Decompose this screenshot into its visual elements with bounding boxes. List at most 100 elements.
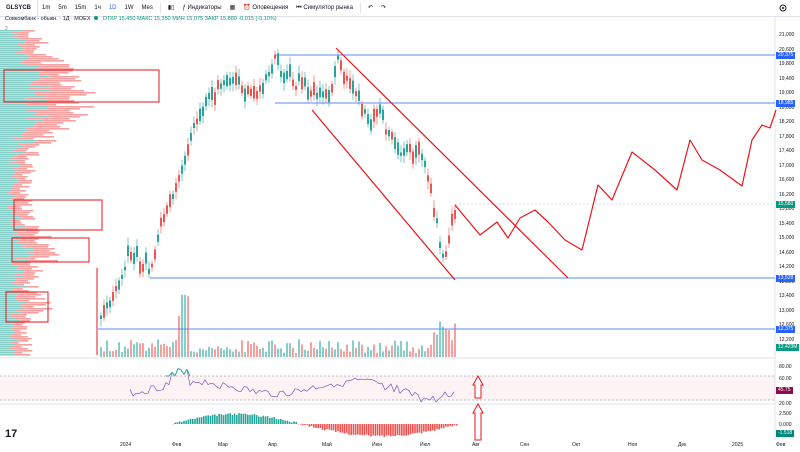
volume-bar (169, 347, 171, 357)
volume-bar (190, 351, 192, 357)
time-axis-tick: Фев (776, 442, 786, 448)
volume-profile-bar-down (33, 126, 61, 128)
volume-profile-bar-up (0, 252, 27, 254)
candle-body (322, 91, 324, 98)
candle-body (142, 264, 144, 272)
volume-bar (220, 348, 222, 357)
candle-body (160, 217, 162, 227)
volume-bar (280, 348, 282, 357)
candle-body (238, 76, 240, 85)
volume-bar (151, 343, 153, 357)
redo-icon[interactable]: ↷ (380, 5, 386, 11)
volume-bar (355, 348, 357, 357)
volume-profile-bar-up (0, 132, 24, 134)
interval-1m[interactable]: 1m (42, 5, 51, 11)
volume-profile-bar-down (45, 70, 73, 72)
volume-profile-bar-down (34, 92, 96, 94)
macd-histogram-bar (330, 424, 333, 431)
volume-bar (331, 347, 333, 357)
macd-histogram-bar (440, 424, 443, 429)
volume-bar (427, 347, 429, 357)
interval-month[interactable]: Mes (141, 5, 153, 11)
candle-body (349, 78, 351, 89)
interval-15m[interactable]: 15m (74, 5, 87, 11)
settings-gear-icon[interactable] (778, 3, 788, 13)
volume-bar (388, 350, 390, 357)
volume-bar (223, 349, 225, 357)
volume-profile-bar-down (11, 32, 29, 34)
undo-icon[interactable]: ↶ (367, 5, 373, 11)
interval-1h[interactable]: 1ч (94, 5, 101, 11)
candle-body (316, 92, 318, 100)
macd-histogram-bar (434, 424, 436, 431)
candle-body (304, 77, 306, 87)
projected-price-path (454, 109, 777, 251)
volume-bar (205, 350, 207, 357)
rsi-axis-tick: 20.00 (779, 401, 792, 407)
candle-body (382, 109, 384, 121)
price-axis-tick: 14,200 (779, 264, 795, 270)
macd-histogram-bar (282, 420, 284, 424)
volume-profile-bar-up (0, 174, 15, 176)
volume-profile-bar-down (23, 136, 54, 138)
volume-profile-bar-up (0, 48, 24, 50)
volume-profile-bar-down (22, 46, 40, 48)
volume-profile-bar-up (0, 200, 14, 202)
volume-bar (307, 350, 309, 357)
layouts-button[interactable]: ▦ (229, 5, 236, 11)
indicators-button[interactable]: ƒ Индикаторы (182, 5, 222, 11)
volume-bar (313, 347, 315, 357)
macd-histogram-bar (258, 416, 260, 424)
volume-profile-bar-down (14, 338, 32, 340)
macd-histogram-bar (453, 424, 456, 426)
candle-body (202, 106, 204, 116)
volume-profile-bar-up (0, 322, 15, 324)
volume-bar (337, 342, 339, 357)
volume-profile-bar-up (0, 210, 15, 212)
volume-profile-bar-down (29, 84, 62, 86)
volume-bar (283, 352, 285, 357)
volume-profile-bar-down (14, 222, 22, 224)
volume-profile-bar-up (0, 134, 22, 136)
macd-histogram-bar (220, 414, 223, 424)
channel-upper-line (335, 47, 569, 279)
candle-body (394, 137, 396, 149)
volume-profile-bar-down (20, 216, 34, 218)
time-axis-tick: Май (322, 442, 332, 448)
macd-histogram-bar (260, 416, 262, 424)
volume-bar (448, 330, 450, 357)
replay-button[interactable]: ⏮ Симулятор рынка (296, 5, 353, 11)
candle-body (391, 132, 393, 140)
chart-type-button[interactable]: ▮▯ (167, 5, 175, 11)
macd-histogram-bar (214, 414, 216, 424)
interval-1d[interactable]: 1D (108, 5, 117, 11)
volume-profile-bar-down (15, 296, 36, 298)
macd-histogram-bar (187, 419, 190, 424)
candle-body (226, 75, 228, 87)
macd-histogram-bar (418, 424, 421, 433)
volume-profile-bar-up (0, 66, 40, 68)
macd-histogram-bar (350, 424, 352, 435)
interval-5m[interactable]: 5m (58, 5, 67, 11)
price-axis-label: 20,375 (776, 52, 796, 59)
volume-profile-bar-down (16, 178, 26, 180)
candle-body (346, 75, 348, 81)
alerts-button[interactable]: ⏰ Оповещения (243, 5, 289, 11)
annotation-rectangle (13, 199, 103, 231)
volume-bar (148, 347, 150, 357)
volume-bar (214, 349, 216, 357)
volume-profile-bar-up (0, 98, 26, 100)
macd-histogram-bar (387, 424, 390, 436)
volume-profile-bar-up (0, 168, 14, 170)
volume-profile-bar-down (18, 266, 38, 268)
legend-indicator-count: 2 (5, 26, 8, 32)
symbol-search-button[interactable]: GLSYCB (0, 0, 39, 16)
macd-histogram-bar (236, 415, 238, 424)
candle-body (235, 72, 237, 86)
volume-profile-bar-down (48, 106, 94, 108)
interval-1w[interactable]: 1W (124, 5, 134, 11)
macd-histogram-bar (194, 419, 196, 424)
volume-profile-bar-down (21, 134, 44, 136)
candle-body (325, 89, 327, 99)
